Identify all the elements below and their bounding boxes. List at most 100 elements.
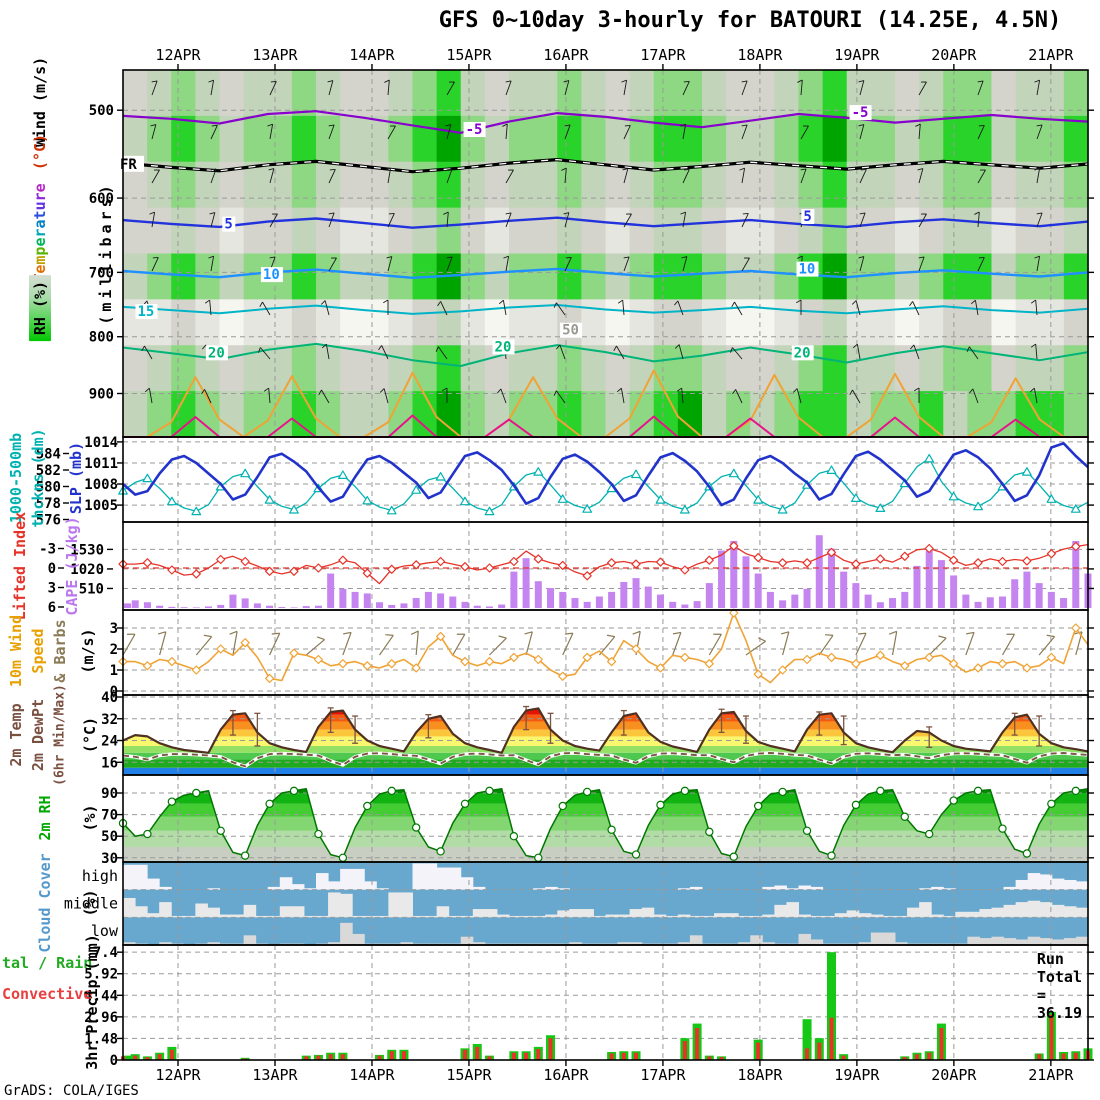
svg-text:17APR: 17APR: [640, 46, 686, 64]
svg-text:0: 0: [110, 684, 118, 700]
temp2m-unit-label: (°C): [81, 716, 99, 754]
svg-text:21APR: 21APR: [1028, 1066, 1074, 1084]
svg-text:15: 15: [137, 304, 154, 320]
svg-text:1530: 1530: [70, 542, 104, 558]
svg-text:-5: -5: [466, 122, 483, 138]
svg-text:12APR: 12APR: [155, 1066, 201, 1084]
wind10m-axis-label-1: 10m Wind: [7, 614, 25, 688]
svg-text:10: 10: [799, 262, 816, 278]
svg-text:17APR: 17APR: [640, 1066, 686, 1084]
svg-text:600: 600: [89, 191, 114, 207]
svg-text:2.96: 2.96: [84, 1010, 118, 1026]
svg-text:10: 10: [263, 267, 280, 283]
temp2m-axis-label-1: 2m Temp: [7, 703, 25, 767]
svg-text:middle: middle: [64, 895, 118, 913]
svg-text:15APR: 15APR: [446, 46, 492, 64]
svg-text:18APR: 18APR: [737, 1066, 783, 1084]
slp-axis-label: SLP (mb): [67, 441, 85, 515]
svg-text:700: 700: [89, 265, 114, 281]
thickness-axis-label-1: 1000-500mb: [7, 432, 25, 524]
svg-text:50: 50: [562, 323, 579, 339]
rh2m-unit-label: (%): [81, 804, 99, 832]
svg-text:12APR: 12APR: [155, 46, 201, 64]
svg-text:20APR: 20APR: [931, 46, 977, 64]
svg-text:578: 578: [36, 496, 61, 512]
svg-text:1: 1: [110, 663, 118, 679]
svg-text:5: 5: [803, 209, 811, 225]
svg-text:15APR: 15APR: [446, 1066, 492, 1084]
svg-text:1011: 1011: [84, 456, 118, 472]
temp2m-axis-label-2: 2m DewPt: [29, 698, 47, 772]
upper-degc-axis-label: (°C): [31, 133, 49, 171]
precip-axis-label: 3hr Precip (mm): [83, 934, 101, 1070]
svg-text:20APR: 20APR: [931, 1066, 977, 1084]
svg-text:20: 20: [208, 345, 225, 361]
svg-text:16APR: 16APR: [543, 1066, 589, 1084]
svg-text:30: 30: [101, 851, 118, 867]
temperature-axis-label: Temperature: [31, 183, 49, 282]
svg-text:FR: FR: [120, 157, 137, 173]
svg-text:14APR: 14APR: [349, 46, 395, 64]
svg-text:5.92: 5.92: [84, 967, 118, 983]
svg-text:1008: 1008: [84, 477, 118, 493]
svg-text:1005: 1005: [84, 498, 118, 514]
svg-text:40: 40: [101, 690, 118, 706]
svg-text:800: 800: [89, 330, 114, 346]
svg-text:21APR: 21APR: [1028, 46, 1074, 64]
svg-text:4.44: 4.44: [84, 988, 118, 1004]
svg-text:16: 16: [101, 755, 118, 771]
svg-text:high: high: [82, 867, 118, 885]
svg-text:5: 5: [224, 217, 232, 233]
rh2m-axis-label: 2m RH: [36, 795, 54, 841]
svg-text:20: 20: [495, 339, 512, 355]
svg-text:580: 580: [36, 480, 61, 496]
svg-text:14APR: 14APR: [349, 1066, 395, 1084]
grads-credit: GrADS: COLA/IGES: [4, 1083, 139, 1099]
wind10m-axis-label-2: Speed: [29, 628, 47, 674]
svg-text:500: 500: [89, 103, 114, 119]
svg-text:13APR: 13APR: [252, 46, 298, 64]
svg-text:584: 584: [36, 447, 61, 463]
svg-text:6: 6: [48, 600, 56, 616]
svg-text:0: 0: [48, 561, 56, 577]
svg-text:32: 32: [101, 712, 118, 728]
svg-text:1.48: 1.48: [84, 1031, 118, 1047]
page-title: GFS 0~10day 3-hourly for BATOURI (14.25E…: [438, 8, 1062, 33]
run-total-annotation: Run Total = 36.19: [1036, 950, 1082, 1022]
svg-text:-3: -3: [39, 542, 56, 558]
svg-text:16APR: 16APR: [543, 46, 589, 64]
svg-text:19APR: 19APR: [834, 1066, 880, 1084]
svg-text:20: 20: [794, 345, 811, 361]
svg-text:low: low: [91, 922, 119, 940]
svg-text:1014: 1014: [84, 435, 118, 451]
svg-text:582: 582: [36, 463, 61, 479]
cloud-cover-axis-label: Cloud Cover: [36, 853, 54, 953]
svg-text:3: 3: [48, 581, 56, 597]
svg-text:19APR: 19APR: [834, 46, 880, 64]
svg-text:510: 510: [79, 581, 104, 597]
lifted-index-axis-label: Lifted Index: [11, 511, 29, 621]
svg-text:90: 90: [101, 786, 118, 802]
svg-text:576: 576: [36, 513, 61, 529]
svg-text:2: 2: [110, 642, 118, 658]
svg-text:50: 50: [101, 829, 118, 845]
svg-text:0: 0: [110, 1053, 118, 1069]
precip-convective-legend: Convective: [2, 985, 93, 1003]
cape-axis-label: CAPE (J/kg): [63, 516, 81, 616]
wind10m-unit-label: (m/s): [79, 628, 97, 674]
cloud-cover-unit-label: (%): [81, 889, 99, 917]
svg-text:7.4: 7.4: [93, 945, 118, 961]
thickness-axis-label-2: thckns (dm): [29, 428, 47, 528]
svg-text:3: 3: [110, 621, 118, 637]
svg-text:-5: -5: [852, 105, 869, 121]
precip-rain-legend: tal / Rain: [2, 954, 93, 972]
wind10m-axis-label-3: & Barbs: [51, 619, 69, 683]
temp2m-axis-label-3: (6hr Min/Max): [52, 684, 68, 786]
svg-text:1020: 1020: [70, 562, 104, 578]
svg-text:70: 70: [101, 808, 118, 824]
svg-text:18APR: 18APR: [737, 46, 783, 64]
millibars-axis-label: (millibars): [97, 181, 115, 325]
svg-text:24: 24: [101, 734, 118, 750]
